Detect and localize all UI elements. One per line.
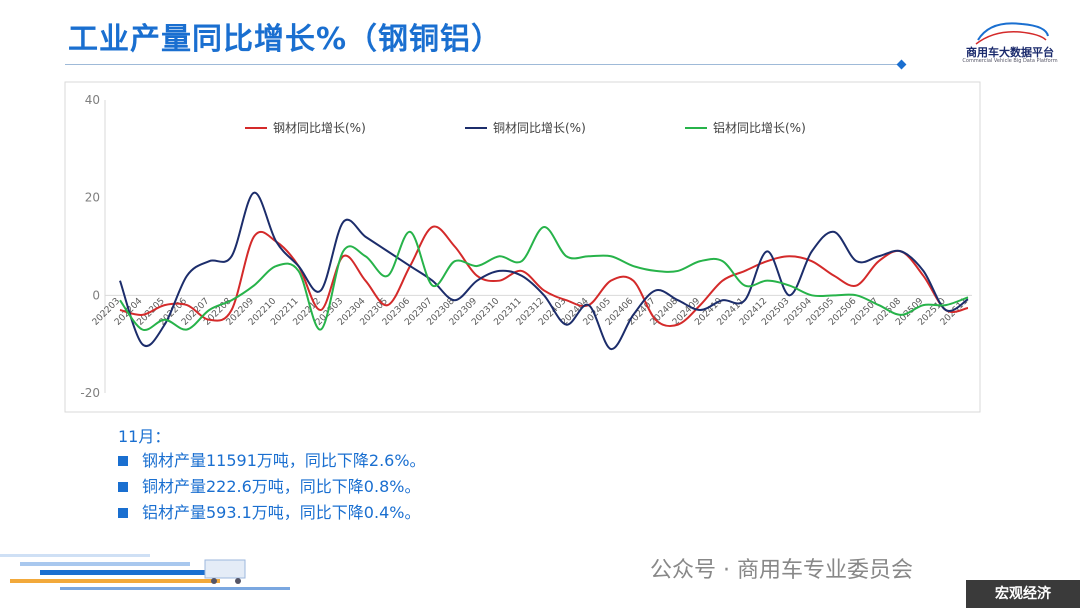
page-title: 工业产量同比增长%（钢铜铝） — [68, 22, 503, 57]
bullet-icon — [118, 456, 128, 466]
y-tick-label: 0 — [92, 288, 100, 302]
y-axis: -20 0 20 40 — [80, 93, 106, 400]
notes-panel: 11月： 钢材产量11591万吨，同比下降2.6%。 铜材产量222.6万吨，同… — [118, 424, 426, 526]
x-axis: 2022032022042022052022062022072022082022… — [91, 294, 972, 328]
note-text: 铝材产量593.1万吨，同比下降0.4%。 — [142, 503, 421, 522]
note-text: 铜材产量222.6万吨，同比下降0.8%。 — [142, 477, 421, 496]
chart-frame — [64, 81, 981, 413]
platform-logo-icon — [975, 22, 1049, 45]
bullet-icon — [118, 508, 128, 518]
legend-label: 钢材同比增长(%) — [273, 121, 366, 135]
legend: 钢材同比增长(%) 铜材同比增长(%) 铝材同比增长(%) — [245, 120, 806, 135]
note-item: 钢材产量11591万吨，同比下降2.6%。 — [118, 448, 426, 474]
section-badge: 宏观经济 — [966, 580, 1080, 608]
platform-logo-name: 商用车大数据平台 — [966, 46, 1054, 59]
y-tick-label: 20 — [85, 191, 100, 205]
title-divider — [65, 64, 905, 65]
series-line — [119, 191, 969, 351]
footer-account: 公众号 · 商用车专业委员会 — [650, 558, 913, 583]
platform-logo-subtitle: Commercial Vehicle Big Data Platform — [962, 58, 1058, 64]
bullet-icon — [118, 482, 128, 492]
legend-label: 铝材同比增长(%) — [713, 120, 806, 135]
note-item: 铝材产量593.1万吨，同比下降0.4%。 — [118, 500, 426, 526]
note-text: 钢材产量11591万吨，同比下降2.6%。 — [142, 451, 426, 470]
y-tick-label: -20 — [80, 386, 100, 400]
note-item: 铜材产量222.6万吨，同比下降0.8%。 — [118, 474, 426, 500]
legend-label: 铜材同比增长(%) — [493, 120, 586, 135]
series-line — [119, 225, 969, 328]
notes-heading: 11月： — [118, 427, 171, 446]
truck-road-decoration-icon — [0, 554, 290, 590]
series-line — [119, 225, 969, 332]
plot-area — [119, 191, 969, 351]
y-tick-label: 40 — [85, 93, 100, 107]
